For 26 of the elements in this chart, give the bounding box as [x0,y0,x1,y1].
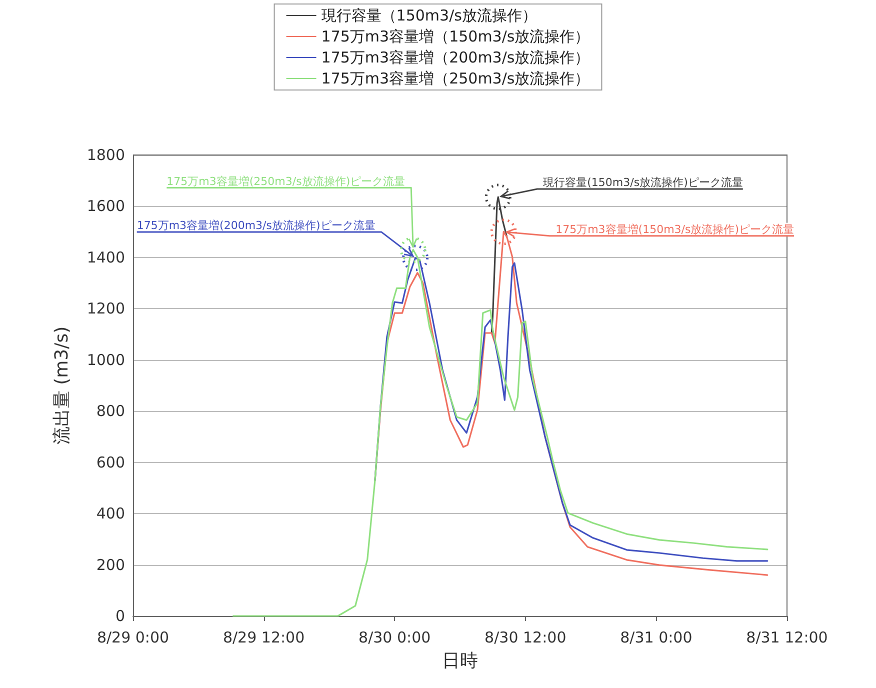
y-tick-label: 400 [96,504,125,523]
annotation: 175万m3容量増(200m3/s放流操作)ピーク流量 [136,218,376,232]
x-tick-label: 8/31 0:00 [620,628,692,646]
legend-label: 175万m3容量増（200m3/s放流操作） [321,48,590,66]
annotation: 175万m3容量増(150m3/s放流操作)ピーク流量 [556,222,794,236]
y-tick-label: 1400 [86,248,125,266]
y-axis-title: 流出量 (m3/s) [52,326,72,445]
y-tick-label: 600 [96,453,125,472]
x-axis-title: 日時 [442,650,478,672]
y-tick-label: 200 [96,556,125,574]
y-tick-label: 1800 [86,146,125,164]
y-tick-label: 800 [96,402,125,420]
annotation: 175万m3容量増(250m3/s放流操作)ピーク流量 [166,174,406,188]
legend-label: 175万m3容量増（150m3/s放流操作） [321,28,590,46]
y-tick-label: 0 [115,607,125,625]
x-tick-label: 8/30 0:00 [358,628,431,646]
x-tick-label: 8/29 0:00 [96,628,170,646]
y-tick-label: 1000 [86,350,125,369]
y-tick-label: 1600 [86,197,125,216]
annotation: 現行容量(150m3/s放流操作)ピーク流量 [543,176,743,189]
legend-label: 175万m3容量増（250m3/s放流操作） [321,70,590,88]
x-tick-label: 8/31 12:00 [746,628,828,646]
legend-label: 現行容量（150m3/s放流操作） [321,6,537,24]
y-tick-label: 1200 [86,300,125,318]
x-tick-label: 8/29 12:00 [222,628,305,646]
x-tick-label: 8/30 12:00 [484,628,566,646]
